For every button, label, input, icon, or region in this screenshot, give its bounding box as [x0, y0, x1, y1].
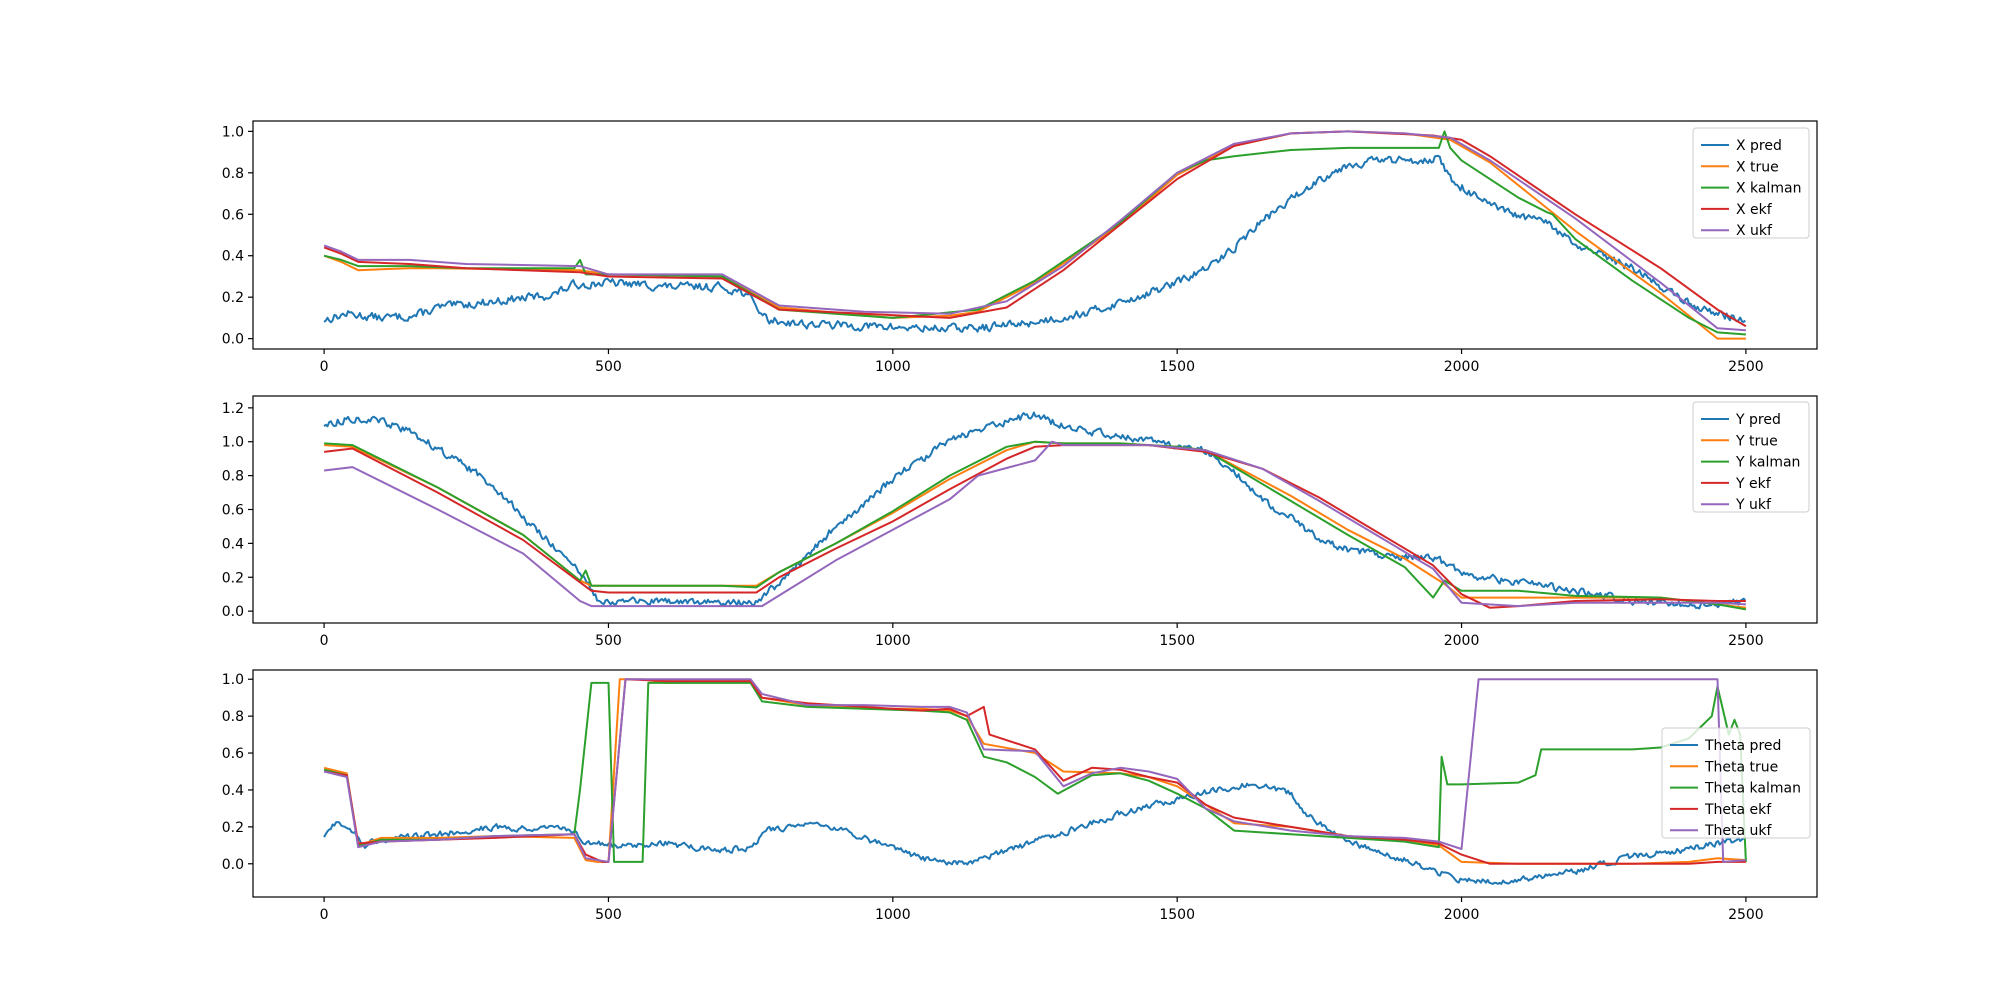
- x-tick-label: 2500: [1728, 359, 1764, 375]
- x-tick-label: 500: [595, 633, 622, 649]
- x-tick-label: 500: [595, 907, 622, 923]
- subplot-1: 0 500 1000 1500 2000 2500 0.0 0.2 0.4 0.6 0.8 1.0 X …: [222, 120, 1818, 375]
- series-line-x-ekf: [323, 130, 1747, 328]
- legend-label: X ukf: [1736, 223, 1773, 239]
- series-line-theta-ukf: [323, 678, 1746, 863]
- x-tick-label: 1000: [875, 907, 911, 923]
- legend-label: X ekf: [1736, 202, 1773, 218]
- series-line-y-ukf: [323, 440, 1746, 608]
- legend-label: Theta pred: [1704, 738, 1781, 754]
- y-tick-label: 0.4: [222, 536, 244, 552]
- subplot-2: 0 500 1000 1500 2000 2500 0.0 0.2 0.4 0.6 0.8 1.0 1.…: [222, 395, 1818, 649]
- legend-label: Y ekf: [1735, 476, 1772, 492]
- y-tick-label: 0.8: [222, 469, 244, 485]
- x-tick-label: 0: [320, 907, 329, 923]
- y-tick-label: 1.0: [222, 672, 244, 688]
- y-tick-label: 0.4: [222, 249, 244, 265]
- axes-frame: [252, 669, 1818, 898]
- series-line-theta-ekf: [323, 678, 1746, 865]
- y-tick-label: 0.0: [222, 332, 244, 348]
- series-line-y-pred: [323, 411, 1746, 610]
- series-group: [323, 130, 1747, 340]
- series-line-x-ukf: [323, 130, 1746, 332]
- series-line-theta-kalman: [323, 681, 1747, 863]
- x-tick-label: 1000: [875, 359, 911, 375]
- legend-label: Theta true: [1704, 759, 1778, 775]
- series-line-x-true: [323, 130, 1746, 340]
- y-tick-label: 1.2: [222, 401, 244, 417]
- x-tick-label: 2000: [1444, 633, 1480, 649]
- x-tick-label: 2500: [1728, 633, 1764, 649]
- legend-label: Theta kalman: [1704, 781, 1801, 797]
- legend: X pred X true X kalman X ekf X ukf: [1692, 127, 1810, 239]
- series-line-y-kalman: [324, 440, 1747, 611]
- series-line-x-kalman: [323, 130, 1746, 336]
- series-line-y-ekf: [323, 444, 1746, 609]
- x-tick-label: 0: [320, 359, 329, 375]
- series-line-x-pred: [323, 154, 1746, 333]
- axes-frame: [252, 120, 1818, 350]
- series-group: [323, 678, 1747, 885]
- x-tick-label: 500: [595, 359, 622, 375]
- y-tick-label: 1.0: [222, 124, 244, 140]
- legend-label: Y kalman: [1735, 455, 1800, 471]
- legend-box: [1661, 727, 1811, 839]
- legend-label: X true: [1736, 159, 1779, 175]
- y-tick-label: 0.0: [222, 604, 244, 620]
- y-tick-label: 0.6: [222, 503, 244, 519]
- y-tick-label: 0.4: [222, 783, 244, 799]
- legend-label: Theta ukf: [1704, 823, 1773, 839]
- y-tick-label: 1.0: [222, 435, 244, 451]
- x-tick-label: 1500: [1159, 907, 1195, 923]
- x-tick-label: 0: [320, 633, 329, 649]
- legend-box: [1692, 401, 1810, 513]
- subplot-3: 0 500 1000 1500 2000 2500 0.0 0.2 0.4 0.6 0.8 1.0 Th…: [222, 669, 1818, 923]
- x-tick-label: 2000: [1444, 907, 1480, 923]
- x-tick-label: 1500: [1159, 633, 1195, 649]
- legend-label: X pred: [1736, 138, 1782, 154]
- x-tick-label: 1000: [875, 633, 911, 649]
- legend-label: Theta ekf: [1704, 802, 1772, 818]
- series-line-theta-pred: [323, 782, 1747, 885]
- x-tick-label: 2000: [1444, 359, 1480, 375]
- y-tick-label: 0.6: [222, 207, 244, 223]
- legend-box: [1692, 127, 1810, 239]
- x-tick-label: 1500: [1159, 359, 1195, 375]
- legend-label: Y true: [1735, 433, 1778, 449]
- x-tick-label: 2500: [1728, 907, 1764, 923]
- legend: Y pred Y true Y kalman Y ekf Y ukf: [1692, 401, 1810, 513]
- legend-label: Y pred: [1735, 412, 1781, 428]
- y-tick-label: 0.2: [222, 820, 244, 836]
- legend-label: X kalman: [1736, 181, 1801, 197]
- series-group: [323, 411, 1747, 611]
- y-tick-label: 0.8: [222, 709, 244, 725]
- legend-label: Y ukf: [1735, 497, 1772, 513]
- y-tick-label: 0.8: [222, 166, 244, 182]
- y-tick-label: 0.2: [222, 570, 244, 586]
- legend: Theta pred Theta true Theta kalman Theta ek…: [1661, 727, 1811, 839]
- y-tick-label: 0.2: [222, 290, 244, 306]
- y-tick-label: 0.0: [222, 857, 244, 873]
- y-tick-label: 0.6: [222, 746, 244, 762]
